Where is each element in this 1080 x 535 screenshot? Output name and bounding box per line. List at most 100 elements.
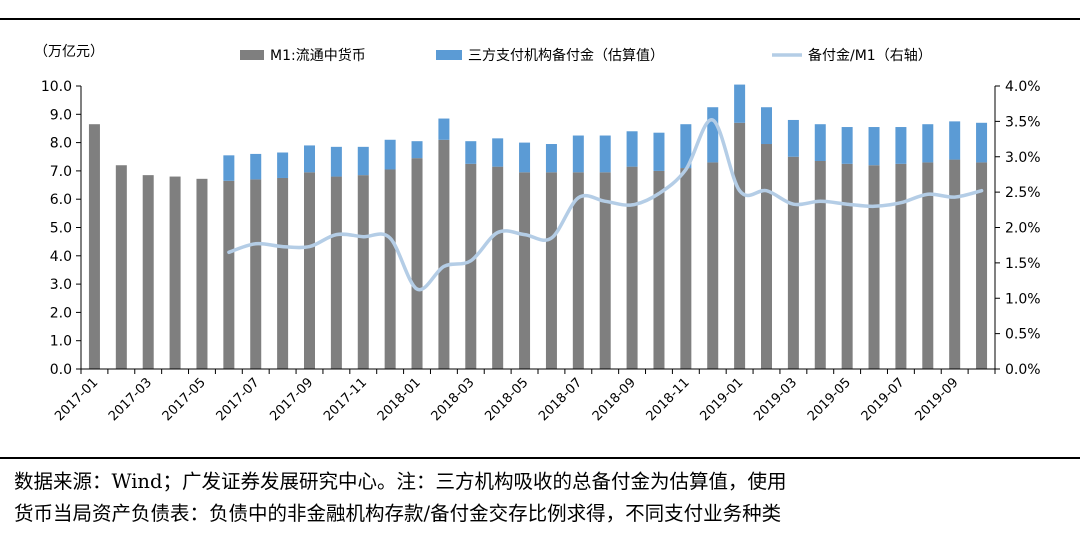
bar-payment-reserve-2018-05: [519, 142, 531, 173]
x-tick-label: 2018-05: [482, 375, 531, 424]
bar-m1-2018-03: [465, 163, 477, 369]
title-strip: [0, 0, 1080, 18]
bar-m1-2018-11: [680, 168, 692, 369]
bar-m1-2017-05: [196, 178, 208, 369]
x-tick-label: 2017-03: [106, 375, 155, 424]
bar-m1-2019-04: [814, 160, 826, 369]
bar-payment-reserve-2018-09: [626, 131, 638, 167]
bar-m1-2019-07: [895, 163, 907, 369]
legend-label-ratio: 备付金/M1（右轴）: [808, 47, 932, 64]
legend-swatch-payment-reserve: [436, 50, 462, 60]
bar-m1-2017-11: [357, 175, 369, 369]
y-left-tick-label: 3.0: [50, 277, 72, 293]
bar-m1-2018-10: [653, 170, 665, 369]
bars: [88, 84, 988, 369]
x-tick-label: 2019-09: [912, 375, 961, 424]
bar-m1-2019-01: [734, 122, 746, 369]
x-tick-label: 2018-09: [590, 375, 639, 424]
legend: M1:流通中货币 三方支付机构备付金（估算值） 备付金/M1（右轴）: [240, 47, 932, 64]
bar-payment-reserve-2018-03: [465, 141, 477, 164]
bar-m1-2019-05: [841, 163, 853, 369]
bar-m1-2018-01: [411, 158, 423, 369]
bar-m1-2017-09: [304, 172, 315, 369]
bar-m1-2019-08: [922, 162, 934, 369]
y-right-tick-label: 2.5%: [1005, 185, 1041, 201]
bar-m1-2018-02: [438, 139, 450, 369]
bar-m1-2017-10: [330, 176, 342, 369]
bar-payment-reserve-2019-08: [922, 124, 934, 163]
legend-label-payment-reserve: 三方支付机构备付金（估算值）: [468, 47, 664, 64]
y-left-tick-label: 7.0: [50, 164, 72, 180]
bar-payment-reserve-2018-02: [438, 118, 450, 140]
y-left-tick-label: 4.0: [50, 249, 72, 265]
bar-payment-reserve-2017-06: [223, 155, 235, 181]
y-right-tick-label: 0.5%: [1005, 327, 1041, 343]
bar-m1-2017-02: [115, 165, 127, 369]
y-left-tick-label: 8.0: [50, 136, 72, 152]
x-tick-label: 2017-05: [160, 375, 209, 424]
bar-payment-reserve-2017-09: [304, 145, 315, 173]
y-left-tick-label: 2.0: [50, 305, 72, 321]
bar-payment-reserve-2018-12: [707, 107, 719, 163]
bar-m1-2019-09: [949, 159, 961, 369]
x-tick-label: 2017-11: [321, 375, 370, 424]
bar-m1-2017-07: [250, 179, 262, 369]
bar-payment-reserve-2019-05: [841, 127, 853, 164]
bar-payment-reserve-2019-02: [761, 107, 772, 145]
x-tick-label: 2019-03: [751, 375, 800, 424]
bar-m1-2017-03: [142, 175, 154, 369]
bar-m1-2017-04: [169, 176, 181, 369]
y-left-tick-label: 1.0: [50, 334, 72, 350]
bar-m1-2019-10: [976, 162, 988, 369]
bar-payment-reserve-2018-07: [572, 135, 584, 173]
bar-m1-2018-09: [626, 166, 638, 369]
y-left-tick-label: 6.0: [50, 192, 72, 208]
bar-payment-reserve-2019-04: [814, 124, 826, 161]
bar-payment-reserve-2018-06: [545, 144, 557, 173]
x-tick-label: 2018-03: [429, 375, 478, 424]
bar-payment-reserve-2019-06: [868, 127, 880, 166]
source-note-line-2: 货币当局资产负债表：负债中的非金融机构存款/备付金交存比例求得，不同支付业务种类: [14, 502, 782, 525]
source-note-line-1: 数据来源：Wind；广发证券发展研究中心。注：三方机构吸收的总备付金为估算值，使…: [14, 470, 787, 493]
y-right-tick-label: 4.0%: [1005, 79, 1041, 95]
y-right-tick-label: 2.0%: [1005, 221, 1041, 237]
bar-m1-2018-12: [707, 162, 719, 369]
bar-payment-reserve-2019-03: [787, 119, 799, 157]
left-axis-unit-label: （万亿元）: [34, 44, 104, 60]
bar-payment-reserve-2017-07: [250, 153, 262, 180]
bar-m1-2018-04: [492, 166, 504, 369]
bar-m1-2017-01: [88, 124, 100, 369]
bar-m1-2017-08: [277, 177, 289, 369]
y-left-tick-label: 10.0: [41, 79, 72, 95]
bar-m1-2017-12: [384, 169, 396, 369]
y-right-tick-label: 3.0%: [1005, 150, 1041, 166]
x-tick-label: 2019-01: [697, 375, 746, 424]
x-tick-label: 2019-07: [859, 375, 908, 424]
x-tick-label: 2017-09: [267, 375, 316, 424]
x-tick-label: 2018-11: [644, 375, 693, 424]
y-right-tick-label: 0.0%: [1005, 362, 1041, 378]
x-tick-label: 2018-01: [375, 375, 424, 424]
y-right-tick-label: 3.5%: [1005, 114, 1041, 130]
legend-label-m1: M1:流通中货币: [270, 47, 366, 64]
bar-payment-reserve-2017-08: [277, 152, 289, 178]
bar-m1-2017-06: [223, 180, 235, 369]
footer-rule: [0, 457, 1080, 459]
y-left-tick-label: 0.0: [50, 362, 72, 378]
bar-payment-reserve-2019-07: [895, 127, 907, 164]
bar-payment-reserve-2018-11: [680, 124, 692, 169]
y-right-tick-label: 1.5%: [1005, 256, 1041, 272]
y-right-tick-label: 1.0%: [1005, 291, 1041, 307]
bar-m1-2019-03: [787, 156, 799, 369]
axes: 0.0 1.0 2.0 3.0 4.0 5.0 6.0 7.0 8.0 9.0 10.0 0.0% 0.…: [41, 79, 1041, 424]
y-left-tick-label: 9.0: [50, 107, 72, 123]
bar-payment-reserve-2018-10: [653, 132, 665, 171]
line-series: [227, 118, 984, 292]
bar-payment-reserve-2017-11: [357, 146, 369, 176]
bar-m1-2018-06: [545, 172, 557, 369]
ratio-line: [227, 118, 984, 292]
bar-payment-reserve-2019-09: [949, 121, 961, 160]
bar-m1-2018-08: [599, 172, 611, 369]
bar-payment-reserve-2017-12: [384, 139, 396, 170]
bar-m1-2018-07: [572, 172, 584, 369]
